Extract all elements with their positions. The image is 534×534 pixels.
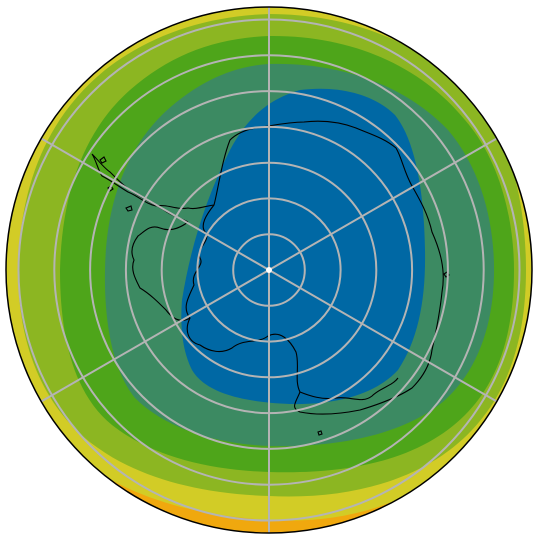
meridian-line bbox=[29, 131, 270, 271]
map-boundary bbox=[5, 6, 533, 534]
island-5 bbox=[443, 271, 450, 278]
antarctica-coastline bbox=[185, 120, 444, 415]
meridian-line bbox=[29, 269, 270, 409]
ross-sea-coast bbox=[299, 377, 399, 401]
meridian-line bbox=[268, 269, 509, 409]
meridian-line bbox=[268, 131, 509, 271]
island-3 bbox=[125, 205, 133, 212]
island-4 bbox=[317, 430, 323, 436]
graticule bbox=[17, 7, 521, 533]
island-1 bbox=[99, 156, 107, 164]
south-pole-marker bbox=[266, 267, 272, 273]
